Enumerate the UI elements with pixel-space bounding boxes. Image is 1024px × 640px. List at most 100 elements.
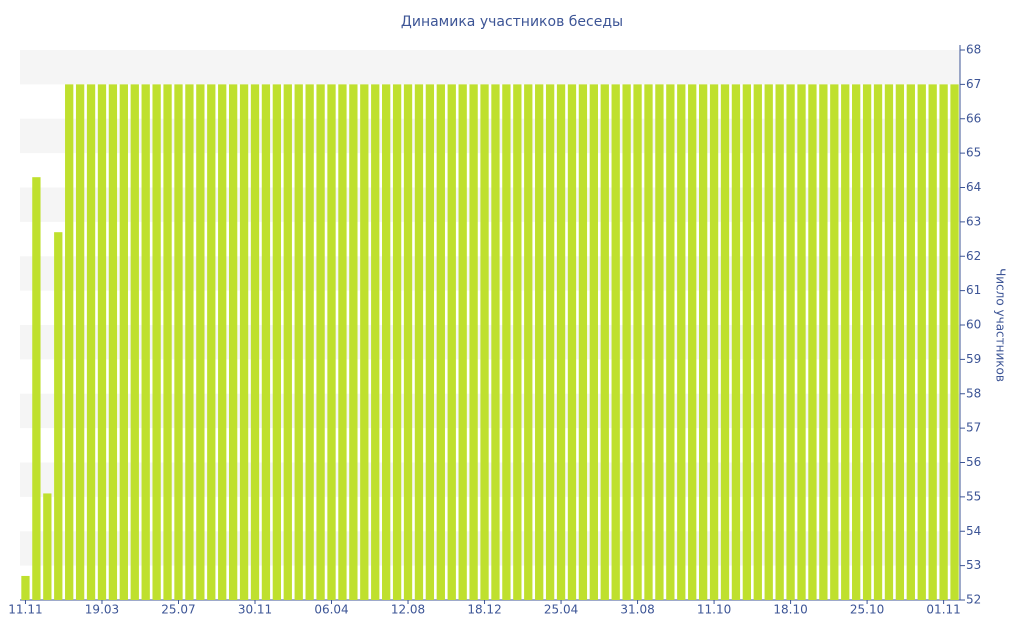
y-tick-label: 66 bbox=[966, 111, 981, 125]
bar bbox=[731, 84, 741, 600]
bar bbox=[316, 84, 325, 600]
bar bbox=[611, 84, 620, 600]
bar bbox=[720, 84, 730, 600]
bar bbox=[371, 84, 380, 600]
bar bbox=[545, 84, 555, 600]
bar bbox=[655, 84, 664, 600]
grid-band bbox=[20, 256, 960, 291]
x-tick-label: 25.10 bbox=[850, 603, 884, 617]
bar bbox=[185, 84, 194, 600]
bar bbox=[622, 84, 631, 600]
y-axis-label: Число участников bbox=[994, 268, 1008, 382]
bar bbox=[852, 84, 861, 600]
bar bbox=[338, 84, 347, 600]
bar bbox=[502, 84, 511, 600]
bar bbox=[939, 84, 948, 600]
bar bbox=[862, 84, 872, 600]
bar bbox=[108, 84, 118, 600]
y-tick-label: 62 bbox=[966, 249, 981, 263]
bar bbox=[589, 84, 598, 600]
bar bbox=[567, 84, 577, 600]
bar bbox=[75, 84, 85, 600]
y-tick-label: 60 bbox=[966, 318, 981, 332]
bar bbox=[906, 84, 915, 600]
bar bbox=[698, 84, 708, 600]
grid-band bbox=[20, 325, 960, 360]
bar bbox=[327, 84, 336, 600]
bar bbox=[218, 84, 227, 600]
bar bbox=[764, 84, 773, 600]
bar bbox=[633, 84, 642, 600]
y-tick-label: 59 bbox=[966, 352, 981, 366]
bar bbox=[261, 84, 271, 600]
y-tick-label: 63 bbox=[966, 214, 981, 228]
bar bbox=[928, 84, 937, 600]
bar bbox=[54, 232, 63, 600]
bar bbox=[841, 84, 850, 600]
bar bbox=[709, 84, 719, 600]
bar bbox=[830, 84, 839, 600]
y-tick-label: 56 bbox=[966, 455, 981, 469]
x-tick-label: 31.08 bbox=[620, 603, 654, 617]
bar bbox=[141, 84, 150, 600]
bar bbox=[272, 84, 282, 600]
bar bbox=[294, 84, 303, 600]
bar bbox=[196, 84, 205, 600]
bar bbox=[392, 84, 402, 600]
bar bbox=[666, 84, 675, 600]
bar bbox=[480, 84, 489, 600]
bar bbox=[163, 84, 172, 600]
x-tick-label: 18.10 bbox=[773, 603, 807, 617]
bar bbox=[513, 84, 522, 600]
bar bbox=[447, 84, 456, 600]
bar bbox=[250, 84, 260, 600]
x-tick-label: 25.04 bbox=[544, 603, 578, 617]
bar bbox=[895, 84, 905, 600]
bar bbox=[174, 84, 183, 600]
bar bbox=[436, 84, 445, 600]
grid-band bbox=[20, 50, 960, 85]
bar bbox=[43, 493, 52, 600]
bar bbox=[86, 84, 96, 600]
bar bbox=[873, 84, 883, 600]
bar bbox=[305, 84, 314, 600]
bar bbox=[207, 84, 216, 600]
bar bbox=[458, 84, 467, 600]
x-tick-label: 19.03 bbox=[85, 603, 119, 617]
bar bbox=[469, 84, 478, 600]
x-tick-label: 18.12 bbox=[467, 603, 501, 617]
y-tick-label: 58 bbox=[966, 386, 981, 400]
bar bbox=[742, 84, 752, 600]
bar bbox=[775, 84, 784, 600]
y-tick-label: 68 bbox=[966, 43, 981, 57]
bar bbox=[283, 84, 292, 600]
bar bbox=[228, 84, 238, 600]
bar bbox=[688, 84, 697, 600]
bar bbox=[403, 84, 413, 600]
x-tick-label: 01.11 bbox=[926, 603, 960, 617]
bar bbox=[21, 575, 30, 600]
bar bbox=[600, 84, 609, 600]
y-tick-label: 65 bbox=[966, 146, 981, 160]
x-tick-label: 11.10 bbox=[697, 603, 731, 617]
bar bbox=[349, 84, 358, 600]
y-tick-label: 55 bbox=[966, 489, 981, 503]
y-tick-label: 54 bbox=[966, 524, 981, 538]
y-tick-label: 57 bbox=[966, 421, 981, 435]
bar bbox=[491, 84, 500, 600]
bar bbox=[414, 84, 424, 600]
bar bbox=[808, 84, 817, 600]
grid-band bbox=[20, 187, 960, 222]
grid-band bbox=[20, 531, 960, 566]
y-tick-label: 61 bbox=[966, 283, 981, 297]
chart-title: Динамика участников беседы bbox=[401, 14, 623, 30]
bar bbox=[360, 84, 369, 600]
x-tick-label: 06.04 bbox=[314, 603, 348, 617]
bar bbox=[130, 84, 139, 600]
x-tick-label: 30.11 bbox=[238, 603, 272, 617]
bar bbox=[753, 84, 762, 600]
bar bbox=[578, 84, 588, 600]
bar bbox=[797, 84, 806, 600]
bar bbox=[535, 84, 544, 600]
